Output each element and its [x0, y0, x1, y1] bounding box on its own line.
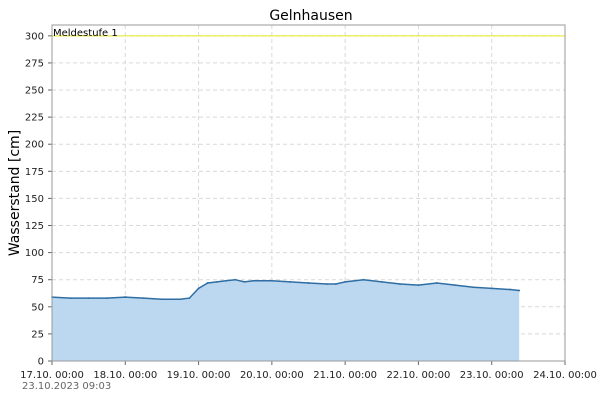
data-point — [454, 284, 456, 287]
data-point — [243, 280, 246, 283]
data-point — [289, 280, 292, 283]
data-point — [225, 279, 227, 282]
data-point — [270, 279, 273, 282]
y-axis-label: Wasserstand [cm] — [7, 130, 23, 256]
y-tick-label: 100 — [25, 248, 44, 259]
data-point — [188, 297, 191, 300]
data-point — [69, 297, 72, 300]
data-point — [417, 284, 420, 287]
x-tick-label: 19.10. 00:00 — [167, 370, 231, 381]
plot-area — [51, 35, 565, 361]
data-point — [142, 297, 145, 300]
data-point — [124, 296, 127, 298]
y-tick-label: 225 — [25, 113, 44, 124]
data-point — [472, 286, 475, 289]
x-tick-label: 21.10. 00:00 — [313, 370, 377, 381]
data-point — [87, 297, 90, 300]
data-point — [344, 280, 347, 283]
y-tick-label: 25 — [31, 329, 44, 340]
plot-frame — [51, 24, 566, 362]
data-point — [435, 282, 438, 284]
y-tick-label: 75 — [31, 275, 44, 286]
y-tick-label: 0 — [38, 357, 44, 368]
y-tick-label: 50 — [31, 302, 44, 313]
data-point — [362, 278, 365, 281]
data-point — [179, 298, 182, 301]
data-point — [197, 287, 200, 290]
data-point — [307, 282, 310, 284]
data-point — [206, 282, 209, 284]
data-point — [161, 298, 163, 301]
data-point — [380, 280, 383, 283]
data-point — [215, 280, 218, 283]
x-tick-label: 23.10. 00:00 — [460, 370, 524, 381]
timestamp: 23.10.2023 09:03 — [22, 381, 111, 392]
y-tick-label: 300 — [25, 31, 44, 42]
series-line — [51, 278, 520, 300]
data-point — [518, 289, 521, 292]
data-point — [106, 297, 108, 300]
data-point — [399, 283, 402, 285]
data-point — [335, 283, 337, 285]
data-point — [252, 279, 255, 282]
series-area — [52, 279, 520, 361]
x-tick-label: 18.10. 00:00 — [93, 370, 157, 381]
x-tick-label: 17.10. 00:00 — [20, 370, 84, 381]
y-tick-label: 250 — [25, 86, 44, 97]
y-axis: 0 25 50 75 100 125 150 175 200 225 250 275 300 — [25, 31, 52, 368]
threshold-label: Meldestufe 1 — [53, 28, 118, 39]
data-point — [490, 287, 493, 290]
data-point — [325, 283, 328, 285]
x-tick-label: 22.10. 00:00 — [387, 370, 451, 381]
chart-title: Gelnhausen — [269, 8, 352, 24]
y-tick-label: 200 — [25, 140, 44, 151]
y-tick-label: 150 — [25, 194, 44, 205]
data-point — [234, 278, 237, 281]
y-tick-label: 275 — [25, 58, 44, 69]
x-tick-label: 24.10. 00:00 — [533, 370, 597, 381]
x-axis: 17.10. 00:00 18.10. 00:00 19.10. 00:00 20.1… — [20, 361, 597, 381]
y-tick-label: 175 — [25, 167, 44, 178]
data-point — [509, 288, 511, 291]
x-tick-label: 20.10. 00:00 — [240, 370, 304, 381]
y-tick-label: 125 — [25, 221, 44, 232]
